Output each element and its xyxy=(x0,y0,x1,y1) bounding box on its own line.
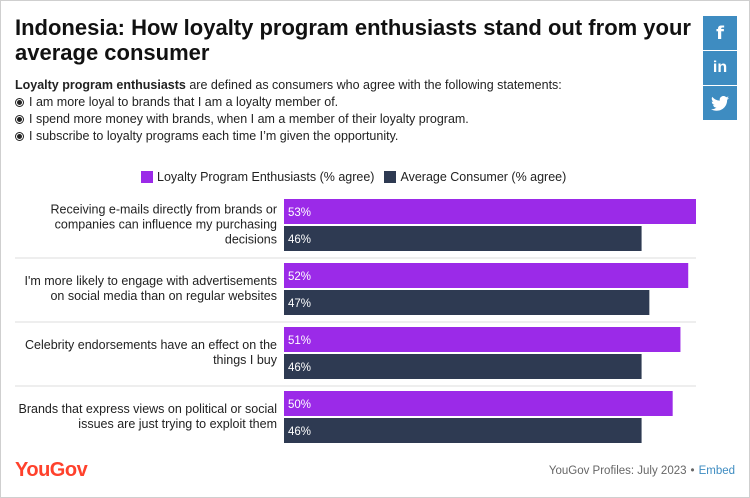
bar-average xyxy=(284,354,642,379)
statement-item: I am more loyal to brands that I am a lo… xyxy=(15,94,695,111)
definition-block: Loyalty program enthusiasts are defined … xyxy=(15,77,695,145)
statement-item: I spend more money with brands, when I a… xyxy=(15,111,695,128)
statement-text: I spend more money with brands, when I a… xyxy=(29,112,469,126)
statement-item: I subscribe to loyalty programs each tim… xyxy=(15,128,695,145)
data-label: 47% xyxy=(288,298,311,310)
bar-average xyxy=(284,418,642,443)
facebook-share-button[interactable]: f xyxy=(703,16,737,50)
twitter-share-button[interactable] xyxy=(703,86,737,120)
data-label: 50% xyxy=(288,399,311,411)
legend-item-average: Average Consumer (% agree) xyxy=(384,170,566,184)
definition-text: Loyalty program enthusiasts are defined … xyxy=(15,77,695,94)
legend-label-enthusiasts: Loyalty Program Enthusiasts (% agree) xyxy=(157,170,375,184)
data-label: 46% xyxy=(288,362,311,374)
category-label: Celebrity endorsements have an effect on… xyxy=(25,338,277,352)
footer-source: YouGov Profiles: July 2023 • Embed xyxy=(549,465,735,477)
category-label: things I buy xyxy=(213,353,278,367)
bullet-icon xyxy=(15,132,24,141)
legend-swatch-enthusiasts xyxy=(141,171,153,183)
footer-separator: • xyxy=(690,465,695,477)
data-label: 51% xyxy=(288,335,311,347)
data-label: 52% xyxy=(288,271,311,283)
definition-rest: are defined as consumers who agree with … xyxy=(185,78,562,92)
bar-average xyxy=(284,290,650,315)
bullet-icon xyxy=(15,115,24,124)
category-label: on social media than on regular websites xyxy=(50,289,277,303)
twitter-icon xyxy=(711,95,729,111)
bullet-icon xyxy=(15,98,24,107)
category-label: companies can influence my purchasing xyxy=(55,218,277,232)
definition-term: Loyalty program enthusiasts xyxy=(15,78,186,92)
bar-enthusiasts xyxy=(284,263,689,288)
legend-item-enthusiasts: Loyalty Program Enthusiasts (% agree) xyxy=(141,170,374,184)
category-label: decisions xyxy=(225,233,277,247)
category-label: Brands that express views on political o… xyxy=(19,402,277,416)
bar-enthusiasts xyxy=(284,199,696,224)
bar-enthusiasts xyxy=(284,327,681,352)
data-label: 53% xyxy=(288,207,311,219)
facebook-icon: f xyxy=(716,22,724,44)
statement-text: I subscribe to loyalty programs each tim… xyxy=(29,129,399,143)
bar-chart: Receiving e-mails directly from brands o… xyxy=(15,199,696,443)
data-label: 46% xyxy=(288,426,311,438)
legend-label-average: Average Consumer (% agree) xyxy=(400,170,567,184)
category-label: I'm more likely to engage with advertise… xyxy=(25,274,278,288)
data-label: 46% xyxy=(288,234,311,246)
linkedin-icon: in xyxy=(712,59,728,76)
legend-swatch-average xyxy=(384,171,397,183)
yougov-logo: YouGov xyxy=(15,459,88,481)
source-text: YouGov Profiles: July 2023 xyxy=(548,465,687,477)
bar-enthusiasts xyxy=(284,391,673,416)
embed-link[interactable]: Embed xyxy=(698,465,735,477)
category-label: Receiving e-mails directly from brands o… xyxy=(51,203,277,217)
statement-text: I am more loyal to brands that I am a lo… xyxy=(29,95,339,109)
bar-average xyxy=(284,226,642,251)
social-share-bar: f in xyxy=(703,16,737,121)
page-title: Indonesia: How loyalty program enthusias… xyxy=(15,15,691,65)
category-label: issues are just trying to exploit them xyxy=(78,417,277,431)
chart-legend: Loyalty Program Enthusiasts (% agree) Av… xyxy=(141,170,576,184)
linkedin-share-button[interactable]: in xyxy=(703,51,737,85)
